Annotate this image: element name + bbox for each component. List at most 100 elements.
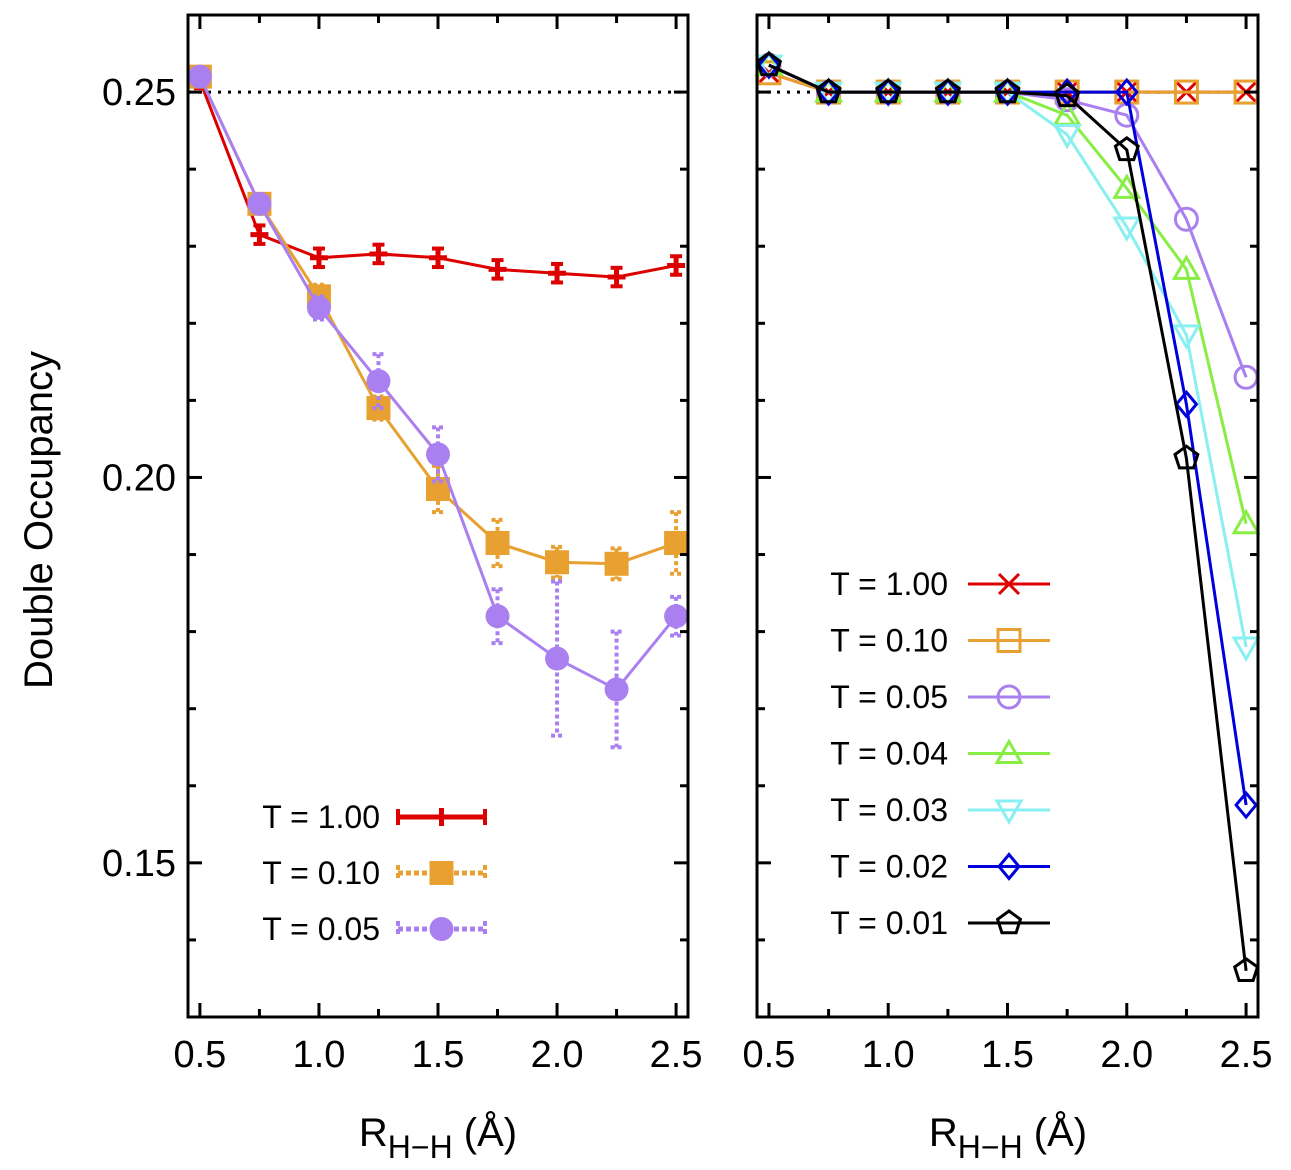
left-legend: T = 1.00 T = 0.10 T = 0.05 [262, 799, 487, 947]
data-point [369, 244, 388, 263]
legend-item-t-0-03: T = 0.03 [830, 792, 1050, 828]
legend-marker [995, 909, 1023, 935]
legend-label: T = 0.02 [830, 849, 948, 885]
data-point [1173, 79, 1199, 105]
data-point [667, 256, 686, 275]
series-t-0-10 [187, 64, 689, 582]
x-tick-label: 1.5 [412, 1034, 465, 1076]
legend-label: T = 1.00 [830, 566, 948, 602]
data-point [250, 225, 269, 244]
data-point [1171, 324, 1202, 350]
series-t-0-01 [755, 51, 1260, 982]
data-point [1112, 216, 1142, 242]
data-point [995, 77, 1020, 107]
data-point [309, 248, 328, 267]
data-point [306, 295, 331, 320]
data-point [548, 264, 567, 283]
legend-label: T = 0.05 [830, 679, 948, 715]
data-point [1171, 254, 1202, 280]
legend-item-t-0-10: T = 0.10 [262, 855, 487, 891]
y-tick-label: 0.25 [102, 72, 176, 114]
x-tick-label: 2.0 [1100, 1034, 1153, 1076]
data-point [994, 78, 1021, 104]
legend-marker [997, 852, 1021, 881]
x-tick-label: 1.0 [862, 1034, 915, 1076]
data-point [1052, 123, 1082, 150]
legend-item-t-1-00: T = 1.00 [830, 566, 1050, 602]
x-tick-label: 0.5 [743, 1034, 796, 1076]
data-point [934, 78, 962, 104]
x-tick-label: 0.5 [173, 1034, 226, 1076]
data-point [429, 248, 447, 267]
right-x-axis-title-main: R [929, 1111, 958, 1155]
x-tick-label: 2.5 [650, 1034, 703, 1076]
left-x-axis-title-unit: (Å) [453, 1110, 517, 1155]
data-point [545, 646, 570, 671]
data-point [247, 191, 272, 216]
data-point [1053, 82, 1081, 108]
series-line [198, 76, 678, 692]
data-point [755, 51, 783, 77]
legend-item-t-1-00: T = 1.00 [262, 799, 487, 835]
x-tick-label: 1.0 [293, 1034, 346, 1076]
data-point [1054, 87, 1080, 113]
data-point [426, 442, 450, 467]
left-x-axis-title-subscript: H−H [388, 1129, 453, 1165]
data-point [664, 530, 689, 555]
right-x-axis-title: RH−H (Å) [929, 1110, 1087, 1165]
right-x-axis: 0.5 1.0 1.5 2.0 2.5 [743, 15, 1273, 1076]
data-point [1114, 77, 1139, 107]
data-point [1232, 956, 1260, 982]
data-point [485, 530, 510, 555]
x-tick-label: 2.0 [531, 1034, 584, 1076]
data-point [876, 77, 901, 107]
left-x-axis-title-main: R [359, 1111, 388, 1155]
data-point [875, 78, 902, 104]
data-point [607, 268, 626, 287]
legend-marker [997, 572, 1021, 596]
data-point [1231, 508, 1261, 535]
y-tick-label: 0.15 [102, 843, 176, 885]
series-t-1-00 [190, 70, 686, 289]
left-panel: 0.5 1.0 1.5 2.0 2.5 0.150.200.25 T = 1.00T =… [102, 13, 703, 1076]
left-x-axis-title: RH−H (Å) [359, 1110, 517, 1165]
legend-label: T = 1.00 [262, 799, 380, 835]
legend-label: T = 0.10 [830, 623, 948, 659]
right-x-axis-title-unit: (Å) [1023, 1110, 1087, 1155]
data-point [485, 604, 510, 629]
left-x-axis: 0.5 1.0 1.5 2.0 2.5 [173, 15, 703, 1076]
legend-item-t-0-04: T = 0.04 [830, 736, 1050, 772]
series-line [768, 63, 1248, 648]
series-t-0-05 [187, 64, 689, 750]
legend-item-t-0-02: T = 0.02 [830, 849, 1050, 885]
legend-label: T = 0.03 [830, 792, 948, 828]
data-point [1234, 790, 1259, 820]
x-tick-label: 1.5 [981, 1034, 1034, 1076]
right-x-axis-title-subscript: H−H [958, 1129, 1023, 1165]
data-point [488, 260, 507, 279]
right-y-axis [757, 90, 1258, 942]
legend-label: T = 0.10 [262, 855, 380, 891]
left-y-axis: 0.15 0.20 0.25 [102, 72, 688, 942]
right-legend: T = 1.00 T = 0.10 T = 0.05 T = 0.04 T = 0.03… [830, 566, 1050, 941]
legend-item-t-0-05: T = 0.05 [262, 911, 487, 947]
data-point [1231, 636, 1261, 663]
legend-marker [429, 861, 454, 885]
data-point [426, 477, 450, 502]
data-point [664, 604, 689, 629]
data-point [604, 677, 629, 702]
legend-marker [994, 738, 1024, 764]
legend-item-t-0-10: T = 0.10 [830, 623, 1050, 659]
x-tick-label: 2.5 [1220, 1034, 1273, 1076]
y-tick-label: 0.20 [102, 457, 176, 499]
right-series-group [754, 50, 1261, 982]
legend-label: T = 0.04 [830, 736, 948, 772]
series-line [768, 63, 1248, 971]
y-axis-title: Double Occupancy [17, 351, 61, 689]
legend-label: T = 0.01 [830, 905, 948, 941]
right-panel: 0.5 1.0 1.5 2.0 2.5 T = 1.00 T = 0.10 T = 0.05… [743, 13, 1273, 1076]
series-t-0-04 [754, 50, 1261, 535]
data-point [604, 551, 629, 576]
data-point [1173, 444, 1200, 470]
